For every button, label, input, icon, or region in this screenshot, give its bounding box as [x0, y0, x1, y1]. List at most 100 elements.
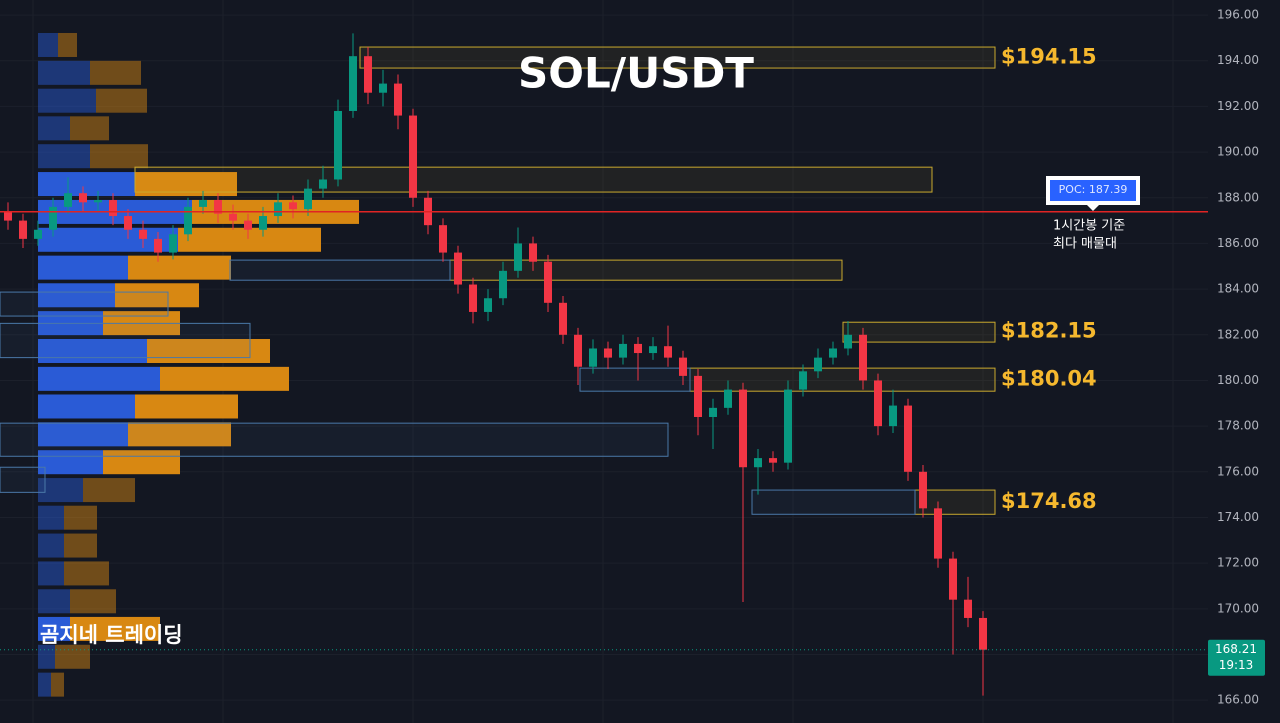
candle-body: [4, 211, 12, 221]
candle-body: [649, 346, 657, 354]
profile-sell-bar: [160, 366, 289, 391]
profile-buy-bar: [38, 644, 55, 669]
profile-buy-bar: [38, 88, 96, 113]
countdown: 19:13: [1219, 658, 1254, 672]
profile-buy-bar: [38, 505, 64, 530]
candle-body: [754, 458, 762, 468]
profile-sell-bar: [58, 32, 77, 57]
last-price-tag: [1208, 639, 1265, 676]
candle-body: [694, 375, 702, 417]
profile-sell-bar: [96, 88, 147, 113]
candle-body: [184, 206, 192, 235]
y-tick-label: 180.00: [1217, 373, 1259, 387]
y-tick-label: 196.00: [1217, 8, 1259, 22]
candle-body: [139, 229, 147, 239]
profile-sell-bar: [90, 144, 148, 169]
candle-body: [94, 200, 102, 203]
candle-body: [934, 508, 942, 559]
candle-body: [814, 357, 822, 372]
candle-body: [154, 238, 162, 253]
candle-body: [469, 284, 477, 312]
candle-body: [559, 302, 567, 335]
candle-body: [274, 202, 282, 217]
y-tick-label: 192.00: [1217, 99, 1259, 113]
candle-body: [349, 56, 357, 111]
candle-body: [34, 229, 42, 239]
candle-body: [244, 220, 252, 230]
zone-box: [0, 422, 669, 457]
candle-body: [724, 389, 732, 408]
candle-body: [19, 220, 27, 239]
zone-box: [751, 489, 916, 515]
candle-body: [409, 115, 417, 198]
candle-body: [229, 213, 237, 221]
candle-body: [514, 243, 522, 271]
profile-buy-bar: [38, 60, 90, 85]
profile-buy-bar: [38, 450, 103, 475]
candle-body: [844, 334, 852, 349]
zone-box: [0, 466, 46, 493]
candle-body: [799, 371, 807, 390]
candle-body: [619, 343, 627, 358]
zone-box: [0, 291, 169, 317]
profile-sell-bar: [128, 422, 231, 447]
candle-body: [64, 193, 72, 207]
zone-box: [689, 367, 996, 392]
candle-body: [364, 56, 372, 93]
profile-sell-bar: [103, 450, 180, 475]
y-tick-label: 194.00: [1217, 53, 1259, 67]
profile-sell-bar: [70, 616, 160, 641]
candle-body: [304, 188, 312, 210]
candle-body: [439, 225, 447, 253]
candle-body: [784, 389, 792, 463]
profile-buy-bar: [38, 338, 147, 363]
candle-body: [904, 405, 912, 472]
candle-body: [109, 200, 117, 217]
candle-body: [379, 83, 387, 93]
profile-buy-bar: [38, 422, 128, 447]
poc-note: 최다 매물대: [1053, 237, 1117, 252]
zone-box: [842, 321, 996, 343]
profile-buy-bar: [38, 144, 90, 169]
profile-buy-bar: [38, 172, 135, 197]
profile-buy-bar: [38, 283, 115, 308]
candle-body: [859, 334, 867, 381]
y-tick-label: 166.00: [1217, 693, 1259, 707]
candle-body: [709, 407, 717, 417]
profile-sell-bar: [128, 255, 231, 280]
chart-title: SOL/USDT: [518, 49, 754, 98]
zone-label: $180.04: [1001, 367, 1097, 391]
candle-body: [49, 206, 57, 230]
candle-body: [589, 348, 597, 367]
profile-buy-bar: [38, 116, 70, 141]
candle-body: [964, 599, 972, 618]
candle-body: [664, 346, 672, 358]
candle-body: [544, 261, 552, 303]
overlay: 166.00168.00170.00172.00174.00176.00178.…: [0, 8, 1265, 707]
candle-body: [634, 343, 642, 354]
zone-box: [579, 367, 691, 392]
profile-sell-bar: [70, 116, 109, 141]
candle-body: [874, 380, 882, 427]
profile-sell-bar: [55, 644, 90, 669]
poc-note: 1시간봉 기준: [1053, 219, 1125, 234]
profile-buy-bar: [38, 533, 64, 558]
y-tick-label: 186.00: [1217, 236, 1259, 250]
profile-buy-bar: [38, 366, 160, 391]
poc-label-pointer: [1087, 205, 1099, 211]
candle-body: [499, 270, 507, 299]
profile-buy-bar: [38, 616, 70, 641]
zone-box: [914, 489, 996, 515]
y-tick-label: 176.00: [1217, 464, 1259, 478]
zone-box: [449, 259, 843, 281]
candle-body: [79, 193, 87, 203]
candle-body: [889, 405, 897, 427]
zone-box: [359, 46, 996, 69]
candle-body: [289, 202, 297, 210]
candle-body: [454, 252, 462, 285]
profile-sell-bar: [64, 505, 97, 530]
profile-sell-bar: [70, 589, 116, 614]
profile-sell-bar: [178, 227, 321, 252]
candle-body: [679, 357, 687, 376]
